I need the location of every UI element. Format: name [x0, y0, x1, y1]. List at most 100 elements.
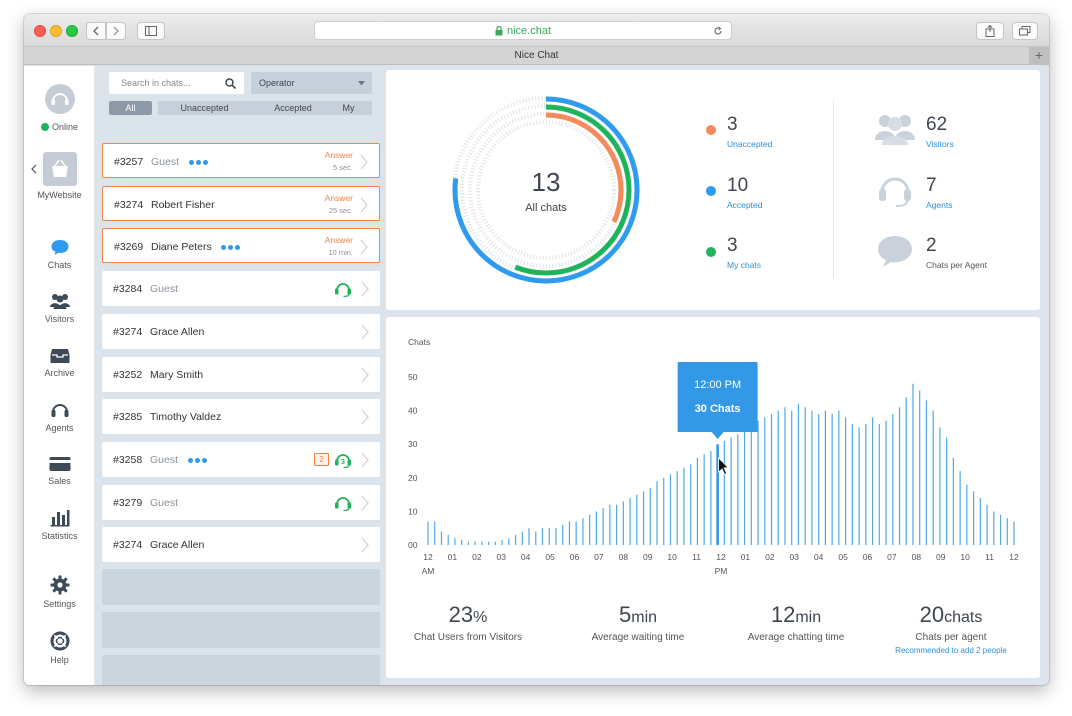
- x-tick-label: 05: [838, 552, 848, 562]
- chevron-left-icon: [31, 164, 37, 174]
- x-tick-label: 12: [716, 552, 726, 562]
- visitor-name: Grace Allen: [150, 539, 205, 552]
- agent-headset-icon: 3: [335, 454, 351, 468]
- my-chats-arc: [460, 104, 632, 276]
- x-tick-label: 02: [472, 552, 482, 562]
- chevron-right-icon: [361, 537, 369, 553]
- visitors-icon: [875, 115, 915, 145]
- summary-stat: 23% Chat Users from Visitors: [378, 602, 558, 643]
- y-tick-label: 30: [408, 439, 418, 449]
- nav-item-settings[interactable]: Settings: [24, 575, 95, 609]
- chat-row[interactable]: #3257 Guest Answer 5 sec.: [102, 143, 380, 178]
- filter-my[interactable]: My: [325, 101, 372, 115]
- forward-button[interactable]: [106, 22, 126, 40]
- tab-bar: Nice Chat +: [24, 47, 1049, 65]
- url-text: nice.chat: [506, 24, 552, 37]
- visitors-link[interactable]: Visitors: [926, 139, 954, 149]
- stat-label: Average waiting time: [591, 632, 685, 643]
- chats-per-agent-label: Chats per Agent: [926, 260, 987, 270]
- nav-label-archive: Archive: [44, 368, 75, 378]
- chevron-right-icon: [360, 240, 368, 255]
- nav-item-help[interactable]: Help: [24, 631, 95, 665]
- unaccepted-link[interactable]: Unaccepted: [727, 139, 773, 149]
- accepted-link[interactable]: Accepted: [727, 200, 763, 210]
- credit-card-icon: [49, 457, 70, 471]
- tooltip-time: 12:00 PM: [694, 379, 741, 391]
- chat-row[interactable]: #3252 Mary Smith: [102, 356, 380, 392]
- filter-unaccepted[interactable]: Unaccepted: [158, 101, 251, 115]
- visitors-value: 62: [926, 114, 948, 135]
- chat-id: #3274: [114, 198, 144, 211]
- unaccepted-dot-icon: [706, 125, 716, 135]
- mouse-cursor-icon: [718, 457, 729, 476]
- address-bar[interactable]: nice.chat: [314, 21, 732, 40]
- main-nav: Online MyWebsite Chats Visitors Archive …: [24, 66, 95, 685]
- search-placeholder: Search in chats...: [121, 78, 191, 88]
- close-window-button[interactable]: [34, 25, 46, 37]
- nav-item-sales[interactable]: Sales: [24, 456, 95, 486]
- filter-accepted[interactable]: Accepted: [248, 101, 338, 115]
- stat-note[interactable]: Recommended to add 2 people: [895, 646, 1007, 655]
- chevron-left-icon: [93, 26, 99, 36]
- share-icon: [985, 25, 995, 37]
- chevron-right-icon: [361, 452, 369, 468]
- x-tick-label: 03: [790, 552, 800, 562]
- browser-window: nice.chat Nice Chat + Online MyWebsite C…: [24, 14, 1049, 685]
- users-icon: [49, 294, 70, 309]
- tabs-overview-button[interactable]: [1012, 22, 1038, 40]
- nav-label-settings: Settings: [43, 599, 76, 609]
- my-chats-link[interactable]: My chats: [727, 260, 762, 270]
- chat-row[interactable]: #3258 Guest 2 3: [102, 441, 380, 477]
- answer-status: Answer: [324, 235, 353, 246]
- search-input[interactable]: Search in chats...: [109, 72, 244, 94]
- website-switcher[interactable]: MyWebsite: [24, 152, 95, 200]
- y-axis-title: Chats: [408, 337, 430, 347]
- agent-avatar[interactable]: [24, 84, 95, 118]
- empty-slot: [102, 612, 380, 648]
- agents-link[interactable]: Agents: [926, 200, 953, 210]
- zoom-window-button[interactable]: [66, 25, 78, 37]
- nav-item-agents[interactable]: Agents: [24, 401, 95, 433]
- answer-status: Answer: [324, 192, 353, 203]
- chat-row[interactable]: #3285 Timothy Valdez: [102, 399, 380, 435]
- visitor-name: Timothy Valdez: [150, 411, 222, 424]
- sidebar-toggle-button[interactable]: [137, 22, 165, 40]
- caret-down-icon: [358, 81, 365, 86]
- operator-select[interactable]: Operator: [251, 72, 372, 94]
- nav-item-chats[interactable]: Chats: [24, 238, 95, 270]
- my-chats-dot-icon: [706, 247, 716, 257]
- website-label: MyWebsite: [37, 190, 82, 200]
- stat-value: 23%: [448, 602, 488, 627]
- title-bar: nice.chat: [24, 14, 1049, 47]
- chat-row[interactable]: #3279 Guest: [102, 484, 380, 520]
- chat-row[interactable]: #3274 Robert Fisher Answer 25 sec.: [102, 185, 380, 221]
- nav-item-visitors[interactable]: Visitors: [24, 292, 95, 324]
- y-tick-label: 10: [408, 506, 418, 516]
- operator-select-label: Operator: [259, 78, 295, 88]
- new-tab-button[interactable]: +: [1029, 47, 1049, 65]
- back-button[interactable]: [86, 22, 106, 40]
- chat-row[interactable]: #3274 Grace Allen: [102, 313, 380, 349]
- unaccepted-value: 3: [727, 114, 738, 135]
- chat-id: #3285: [113, 411, 143, 424]
- nav-item-statistics[interactable]: Statistics: [24, 509, 95, 541]
- minimize-window-button[interactable]: [50, 25, 62, 37]
- visitor-name: Mary Smith: [150, 368, 204, 381]
- x-tick-label: 08: [912, 552, 922, 562]
- gear-icon: [50, 575, 69, 595]
- nav-item-archive[interactable]: Archive: [24, 347, 95, 378]
- typing-indicator-icon: [189, 160, 208, 165]
- x-tick-label: 09: [643, 552, 653, 562]
- reload-icon[interactable]: [713, 26, 723, 36]
- filter-all[interactable]: All: [109, 101, 152, 115]
- tooltip-value: 30 Chats: [695, 403, 741, 415]
- chat-row[interactable]: #3274 Grace Allen: [102, 527, 380, 563]
- status-online[interactable]: Online: [24, 122, 95, 132]
- tab-title[interactable]: Nice Chat: [514, 50, 559, 61]
- chat-row[interactable]: #3284 Guest: [102, 271, 380, 307]
- chat-row[interactable]: #3269 Diane Peters Answer 10 min.: [102, 228, 380, 264]
- unread-badge: 2: [314, 452, 329, 466]
- chevron-right-icon: [361, 324, 369, 340]
- accepted-value: 10: [727, 175, 749, 196]
- share-button[interactable]: [976, 22, 1004, 40]
